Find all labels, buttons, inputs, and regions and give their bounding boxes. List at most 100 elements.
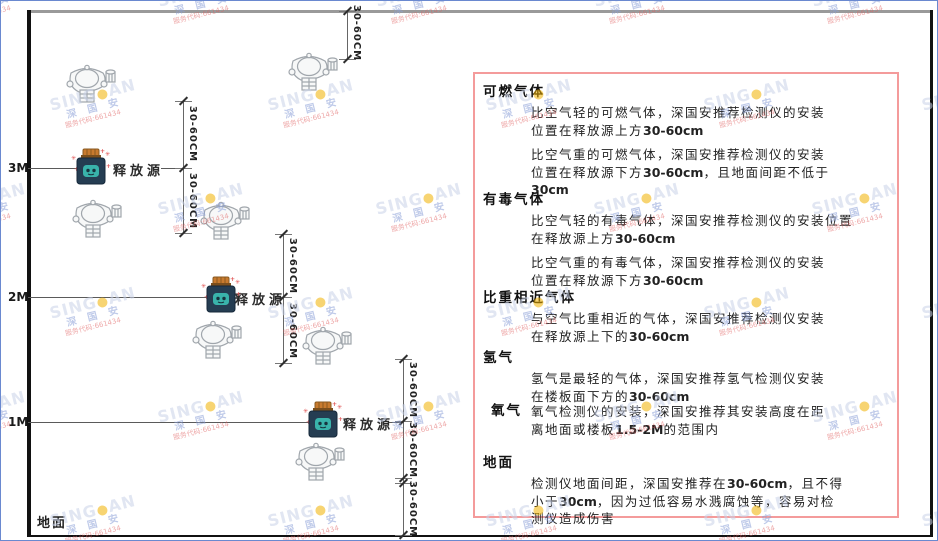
gas-detector-icon (191, 319, 243, 359)
watermark-cjk-text: 深 国 安 (391, 1, 450, 17)
level-line (161, 168, 184, 169)
gas-detector-icon (301, 325, 353, 365)
watermark-code-text: 服务代码:661434 (64, 524, 122, 540)
svg-text:✳: ✳ (201, 283, 206, 290)
panel-section: 氢气 氢气是最轻的气体，深国安推荐氢气检测仪安装 在楼板面下方的30-60cm (475, 346, 897, 405)
watermark-code-text: 服务代码:661434 (172, 420, 230, 442)
panel-section: 可燃气体 比空气轻的可燃气体，深国安推荐检测仪的安装 位置在释放源上方30-60c… (475, 80, 897, 199)
svg-text:+: + (100, 148, 105, 155)
ground-label: 地面 (37, 516, 68, 531)
watermark-cjk-text: 深 国 安 (609, 1, 668, 17)
section-heading: 氧气 (491, 403, 522, 419)
watermark-brand: SING●AN (1, 178, 28, 205)
panel-section: 比重相近气体 与空气比重相近的气体，深国安推荐检测仪安装 在释放源上下的30-60… (475, 286, 897, 345)
watermark-code-text: 服务代码:661434 (608, 4, 666, 26)
watermark-code-text: 服务代码:661434 (390, 212, 448, 234)
watermark-dot-icon: ● (203, 397, 219, 416)
section-paragraph: 比空气轻的可燃气体，深国安推荐检测仪的安装 位置在释放源上方30-60cm (531, 105, 826, 138)
watermark-dot-icon: ● (95, 501, 111, 520)
panel-section: 有毒气体 比空气轻的有毒气体，深国安推荐检测仪的安装位置 在释放源上方30-60c… (475, 188, 897, 289)
height-axis-line (27, 10, 31, 537)
panel-section: 地面 检测仪地面间距，深国安推荐在30-60cm，且不得 小于30cm，因为过低容… (475, 451, 897, 528)
level-line (28, 168, 93, 169)
gas-detector-icon (199, 200, 251, 240)
release-source-icon: ✳✳ +++ (199, 276, 243, 314)
watermark-brand: SING●AN (919, 292, 937, 323)
svg-text:+: + (230, 276, 235, 283)
watermark: SING●AN 深 国 安 服务代码:661434 (374, 1, 468, 28)
svg-text:+: + (106, 163, 111, 170)
watermark-code-text: 服务代码:661434 (826, 4, 884, 26)
watermark: SING●AN 深 国 安 服务代码:661434 (266, 491, 360, 540)
dimension-label: 30-60CM (351, 4, 362, 62)
dimension-line (283, 234, 284, 363)
watermark-cjk-text: 深 国 安 (283, 96, 342, 121)
watermark-cjk-text: 深 国 安 (1, 200, 14, 225)
instruction-panel: 可燃气体 比空气轻的可燃气体，深国安推荐检测仪的安装 位置在释放源上方30-60c… (473, 72, 899, 526)
watermark-dot-icon: ● (313, 293, 329, 312)
section-heading: 地面 (483, 455, 514, 471)
watermark-brand: SING●AN (919, 500, 937, 531)
watermark-brand: SING●AN (919, 84, 937, 115)
section-heading: 可燃气体 (483, 84, 545, 100)
watermark-cjk-text: 深 国 安 (1, 1, 30, 17)
right-wall-line (930, 10, 933, 537)
watermark-brand: SING●AN (373, 178, 464, 219)
watermark: SING●AN 深 国 安 服务代码:661434 (920, 77, 937, 132)
release-source-icon: ✳✳ +++ (69, 148, 113, 186)
svg-text:+: + (332, 401, 337, 408)
watermark-brand: SING●AN (810, 1, 899, 11)
svg-text:✳: ✳ (71, 155, 76, 162)
svg-text:✳: ✳ (303, 408, 308, 415)
section-paragraph: 比空气轻的有毒气体，深国安推荐检测仪的安装位置 在释放源上方30-60cm (531, 213, 854, 246)
dimension-label: 30-60CM (287, 302, 298, 360)
dimension-line (347, 11, 348, 59)
release-source-label: 释放源 (235, 293, 287, 308)
watermark-brand: SING●AN (374, 1, 463, 11)
watermark-cjk-text: 深 国 安 (283, 512, 342, 537)
watermark-brand: SING●AN (47, 282, 138, 323)
level-line (28, 297, 223, 298)
svg-text:+: + (236, 291, 241, 298)
svg-text:✳: ✳ (337, 404, 342, 411)
watermark-cjk-text: 深 国 安 (173, 408, 232, 433)
dimension-line (403, 359, 404, 535)
level-line (28, 422, 323, 423)
watermark-cjk-text: 深 国 安 (173, 1, 232, 17)
dimension-label: 30-60CM (407, 361, 418, 419)
watermark-code-text: 服务代码:661434 (282, 524, 340, 540)
section-paragraph: 比空气重的可燃气体，深国安推荐检测仪的安装 位置在释放源下方30-60cm，且地面… (531, 147, 830, 197)
watermark-code-text: 服务代码:661434 (172, 4, 230, 26)
watermark: SING●AN 深 国 安 服务代码:661434 (156, 1, 250, 28)
release-source-icon: ✳✳ +++ (301, 401, 345, 439)
watermark-dot-icon: ● (313, 501, 329, 520)
watermark-cjk-text: 深 国 安 (827, 1, 886, 17)
watermark-dot-icon: ● (421, 397, 437, 416)
svg-text:+: + (338, 416, 343, 423)
section-paragraph: 氧气检测仪的安装，深国安推荐其安装高度在距 离地面或楼板1.5-2M的范围内 (531, 404, 826, 437)
axis-height-label: 2M (8, 290, 29, 304)
section-heading: 氢气 (483, 350, 514, 366)
watermark-cjk-text: 深 国 安 (65, 512, 124, 537)
svg-text:✳: ✳ (105, 151, 110, 158)
dimension-label: 30-60CM (187, 172, 198, 230)
watermark-code-text: 服务代码:661434 (282, 108, 340, 130)
svg-text:✳: ✳ (235, 279, 240, 286)
gas-detector-icon (71, 198, 123, 238)
ground-line (28, 535, 933, 537)
release-source-label: 释放源 (343, 418, 395, 433)
watermark: SING●AN 深 国 安 服务代码:661434 (155, 386, 250, 444)
panel-section: 氧气 氧气检测仪的安装，深国安推荐其安装高度在距 离地面或楼板1.5-2M的范围内 (475, 399, 897, 438)
watermark-code-text: 服务代码:661434 (390, 4, 448, 26)
level-line (389, 422, 404, 423)
watermark-cjk-text: 深 国 安 (65, 304, 124, 329)
dimension-label: 30-60CM (407, 421, 418, 479)
ceiling-line (28, 10, 933, 13)
watermark: SING●AN 深 国 安 服务代码:661434 (592, 1, 686, 28)
watermark-brand: SING●AN (155, 386, 246, 427)
section-paragraph: 比空气重的有毒气体，深国安推荐检测仪的安装 位置在释放源下方30-60cm (531, 255, 826, 288)
section-paragraph: 与空气比重相近的气体，深国安推荐检测仪安装 在释放源上下的30-60cm (531, 311, 826, 344)
section-paragraph: 检测仪地面间距，深国安推荐在30-60cm，且不得 小于30cm，因为过低容易水溅… (531, 476, 844, 526)
watermark: SING●AN 深 国 安 服务代码:661434 (920, 493, 937, 540)
